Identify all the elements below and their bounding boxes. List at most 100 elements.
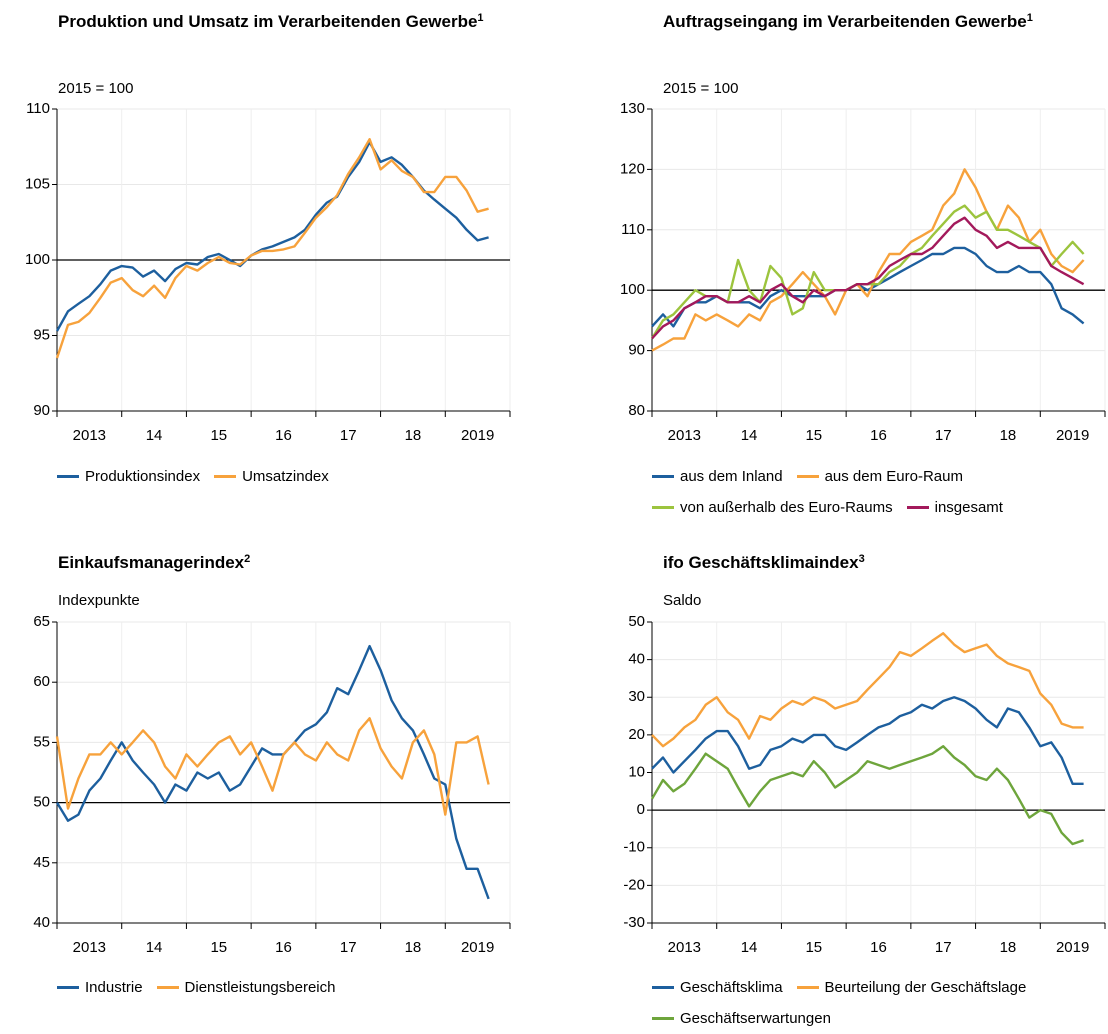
chart-title: Einkaufsmanagerindex2 bbox=[58, 553, 508, 573]
y-tick-label: 80 bbox=[628, 402, 645, 419]
legend-label: Geschäftsklima bbox=[680, 979, 783, 996]
x-tick-label: 17 bbox=[935, 939, 952, 956]
y-tick-label: 110 bbox=[26, 100, 50, 117]
legend-swatch bbox=[652, 475, 674, 478]
x-tick-label: 15 bbox=[805, 939, 822, 956]
chart-title: ifo Geschäftsklimaindex3 bbox=[663, 553, 1108, 573]
legend-item: Geschäftsklima bbox=[652, 979, 783, 996]
x-tick-label: 15 bbox=[805, 427, 822, 444]
x-tick-label: 14 bbox=[741, 939, 758, 956]
y-tick-label: 20 bbox=[628, 726, 645, 743]
y-tick-label: 90 bbox=[628, 342, 645, 359]
legend: aus dem Inland aus dem Euro-Raum von außer… bbox=[652, 468, 1072, 516]
x-tick-label: 2013 bbox=[668, 427, 701, 444]
y-tick-label: 45 bbox=[33, 854, 50, 871]
x-tick-label: 14 bbox=[146, 427, 163, 444]
x-tick-label: 2019 bbox=[461, 427, 494, 444]
y-tick-label: -10 bbox=[623, 839, 645, 856]
x-tick-label: 2013 bbox=[73, 939, 106, 956]
legend-swatch bbox=[57, 986, 79, 989]
legend: Industrie Dienstleistungsbereich bbox=[57, 979, 477, 996]
x-tick-label: 16 bbox=[275, 939, 292, 956]
footnote-mark: 1 bbox=[1026, 12, 1033, 24]
legend-swatch bbox=[906, 506, 929, 509]
legend-item: Dienstleistungsbereich bbox=[156, 979, 335, 996]
legend: Produktionsindex Umsatzindex bbox=[57, 468, 477, 485]
unit-label: Indexpunkte bbox=[58, 592, 140, 609]
x-tick-label: 2019 bbox=[461, 939, 494, 956]
series-line bbox=[650, 745, 1084, 846]
series-line bbox=[651, 632, 1084, 748]
x-tick-label: 15 bbox=[210, 939, 227, 956]
x-tick-label: 18 bbox=[405, 939, 422, 956]
legend-swatch bbox=[156, 986, 179, 989]
y-tick-label: 40 bbox=[628, 651, 645, 668]
y-tick-label: 105 bbox=[25, 175, 50, 192]
legend-label: Umsatzindex bbox=[242, 468, 329, 485]
title-text: Auftragseingang im Verarbeitenden Gewerb… bbox=[663, 12, 1027, 31]
x-tick-label: 2019 bbox=[1056, 427, 1089, 444]
legend-swatch bbox=[652, 506, 674, 509]
x-tick-label: 16 bbox=[275, 427, 292, 444]
legend-item: aus dem Inland bbox=[652, 468, 783, 485]
chart-title: Produktion und Umsatz im Verarbeitenden … bbox=[58, 12, 508, 32]
y-tick-label: 60 bbox=[33, 673, 50, 690]
x-tick-label: 2013 bbox=[668, 939, 701, 956]
x-tick-label: 16 bbox=[870, 427, 887, 444]
legend-item: Beurteilung der Geschäftslage bbox=[796, 979, 1027, 996]
y-tick-label: 50 bbox=[33, 794, 50, 811]
legend-swatch bbox=[652, 986, 674, 989]
y-tick-label: -20 bbox=[623, 876, 645, 893]
title-text: ifo Geschäftsklimaindex bbox=[663, 553, 859, 572]
x-tick-label: 17 bbox=[340, 427, 357, 444]
y-tick-label: 40 bbox=[33, 914, 50, 931]
chart-title: Auftragseingang im Verarbeitenden Gewerb… bbox=[663, 12, 1063, 32]
legend-swatch bbox=[652, 1017, 674, 1020]
y-tick-label: 120 bbox=[620, 160, 645, 177]
legend-label: insgesamt bbox=[934, 499, 1003, 516]
x-tick-label: 17 bbox=[935, 427, 952, 444]
series-line bbox=[651, 168, 1085, 352]
legend-swatch bbox=[796, 475, 819, 478]
legend-swatch bbox=[57, 475, 79, 478]
y-tick-label: 10 bbox=[628, 763, 645, 780]
legend-label: Produktionsindex bbox=[85, 468, 201, 485]
y-tick-label: 50 bbox=[628, 613, 645, 630]
legend: Geschäftsklima Beurteilung der Geschäftsl… bbox=[652, 979, 1072, 1027]
legend-label: Geschäftserwartungen bbox=[680, 1010, 831, 1027]
series-line bbox=[55, 138, 489, 359]
y-tick-label: 65 bbox=[33, 613, 50, 630]
title-text: Einkaufsmanagerindex bbox=[58, 553, 245, 572]
y-tick-label: 55 bbox=[33, 733, 50, 750]
x-tick-label: 18 bbox=[1000, 939, 1017, 956]
legend-item: von außerhalb des Euro-Raums bbox=[652, 499, 893, 516]
legend-label: Industrie bbox=[85, 979, 143, 996]
legend-label: von außerhalb des Euro-Raums bbox=[680, 499, 893, 516]
x-tick-label: 18 bbox=[405, 427, 422, 444]
unit-label: 2015 = 100 bbox=[663, 80, 739, 97]
y-tick-label: -30 bbox=[623, 914, 645, 931]
legend-label: Beurteilung der Geschäftslage bbox=[824, 979, 1027, 996]
y-tick-label: 130 bbox=[620, 100, 645, 117]
y-tick-label: 100 bbox=[25, 251, 50, 268]
unit-label: Saldo bbox=[663, 592, 702, 609]
footnote-mark: 3 bbox=[858, 553, 865, 565]
legend-item: Geschäftserwartungen bbox=[652, 1010, 831, 1027]
x-tick-label: 17 bbox=[340, 939, 357, 956]
x-tick-label: 14 bbox=[146, 939, 163, 956]
y-tick-label: 0 bbox=[637, 801, 645, 818]
legend-item: Produktionsindex bbox=[57, 468, 200, 485]
x-tick-label: 2019 bbox=[1056, 939, 1089, 956]
x-tick-label: 2013 bbox=[73, 427, 106, 444]
legend-item: aus dem Euro-Raum bbox=[796, 468, 963, 485]
legend-item: Industrie bbox=[57, 979, 143, 996]
legend-item: Umsatzindex bbox=[214, 468, 329, 485]
legend-item: insgesamt bbox=[906, 499, 1003, 516]
y-tick-label: 100 bbox=[620, 281, 645, 298]
x-tick-label: 14 bbox=[741, 427, 758, 444]
series-line bbox=[651, 216, 1085, 340]
x-tick-label: 15 bbox=[210, 427, 227, 444]
legend-swatch bbox=[796, 986, 819, 989]
